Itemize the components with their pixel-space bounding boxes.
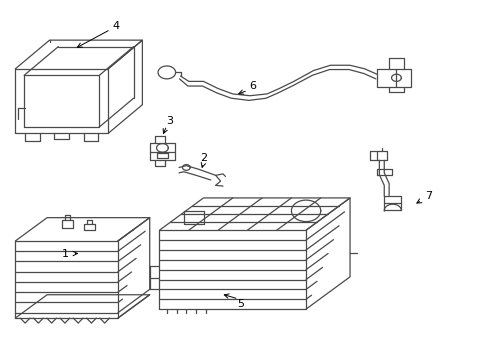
Text: 7: 7 [425,191,432,201]
Text: 2: 2 [200,153,207,163]
Text: 4: 4 [112,21,119,31]
Text: 3: 3 [166,116,173,126]
Text: 5: 5 [238,299,245,309]
Text: 6: 6 [249,81,256,91]
Text: 1: 1 [62,248,69,258]
